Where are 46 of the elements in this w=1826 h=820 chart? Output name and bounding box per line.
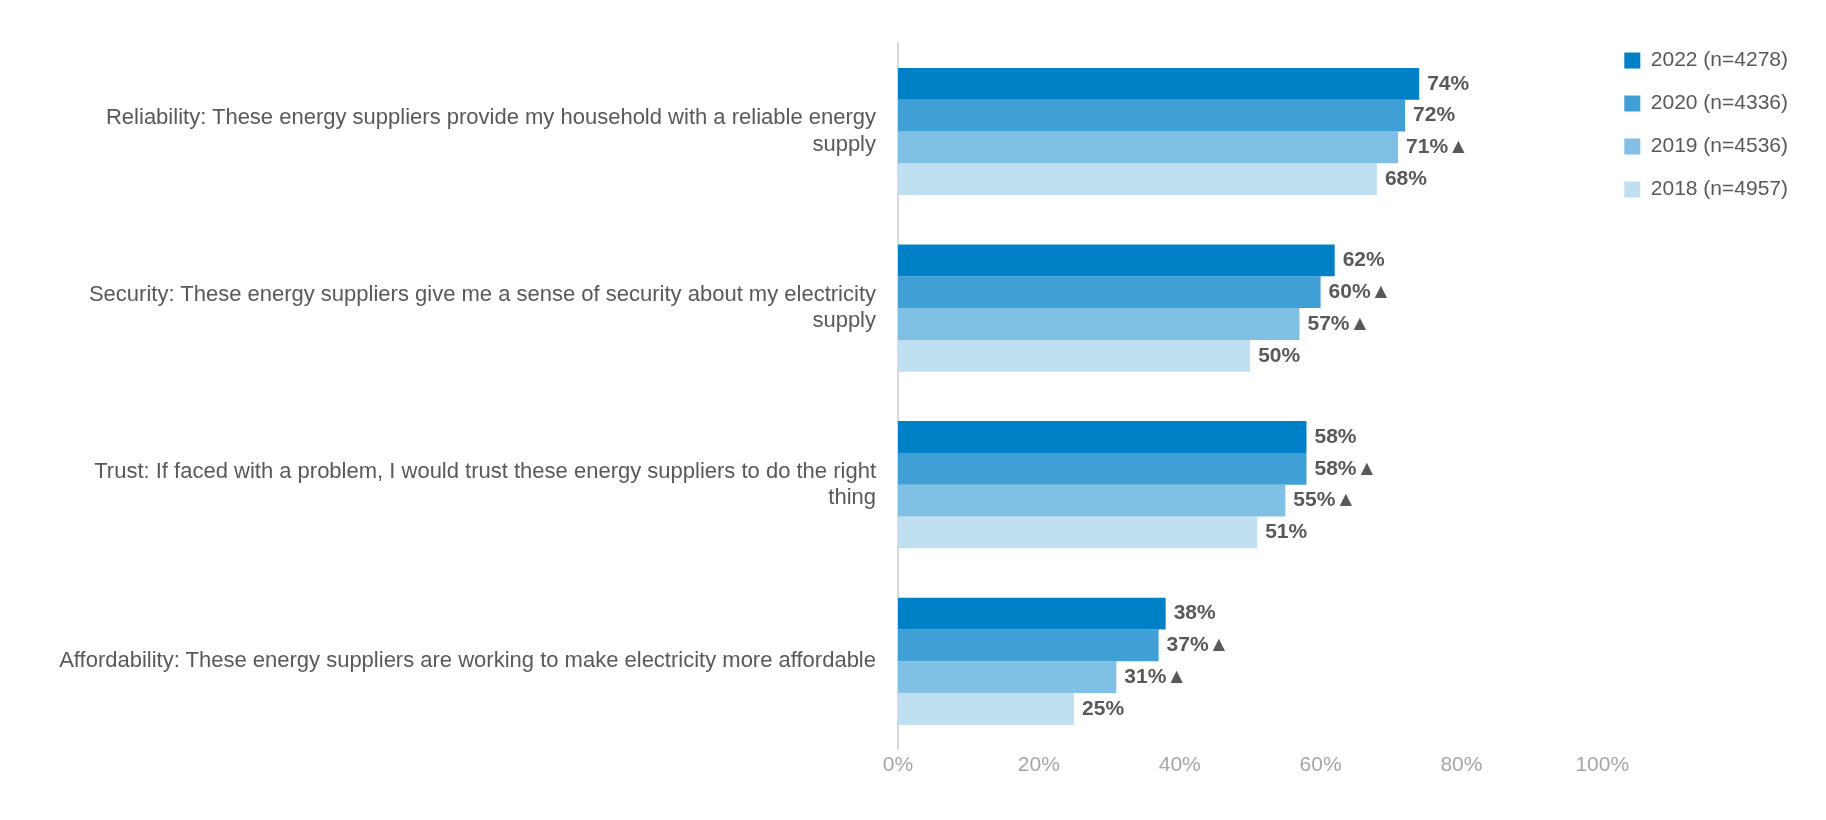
bar (898, 339, 1251, 372)
data-label: 57%▲ (1307, 310, 1371, 334)
data-label: 31%▲ (1124, 663, 1188, 687)
x-tick-label: 60% (1299, 752, 1342, 775)
y-tick-label: Trust: If faced with a problem, I would trust these energy suppliers to do the right thing (94, 457, 876, 509)
bar (898, 484, 1286, 517)
legend-label: 2019 (n=4536) (1650, 133, 1789, 157)
x-tick-label: 40% (1158, 752, 1201, 775)
x-tick-label: 80% (1440, 752, 1483, 775)
data-label: 68% (1384, 165, 1428, 189)
data-label: 60%▲ (1328, 279, 1392, 302)
bar (898, 67, 1420, 100)
data-label: 25% (1082, 695, 1125, 719)
bar (898, 163, 1377, 196)
bar (898, 597, 1166, 630)
bar (898, 629, 1159, 662)
data-label: 38% (1173, 600, 1216, 624)
data-label: 58% (1314, 423, 1357, 447)
data-label: 71%▲ (1406, 134, 1469, 158)
legend-label: 2022 (n=4278) (1650, 47, 1789, 71)
data-label: 55%▲ (1293, 487, 1357, 511)
bar (898, 99, 1406, 132)
bar (898, 131, 1399, 164)
x-tick-label: 100% (1575, 752, 1630, 775)
bar (898, 452, 1307, 485)
bar (898, 276, 1321, 309)
x-tick-label: 20% (1017, 752, 1060, 775)
data-label: 50% (1258, 342, 1301, 366)
legend-label: 2018 (n=4957) (1650, 176, 1789, 200)
data-label: 58%▲ (1314, 455, 1378, 479)
x-tick-label: 0% (882, 752, 914, 775)
y-tick-label: Reliability: These energy suppliers provide my household with a reliable energy supply (105, 104, 876, 156)
y-tick-label: Affordability: These energy suppliers are working to make electricity more affordable (59, 647, 876, 673)
y-tick-label: Security: These energy suppliers give me a sense of security about my electricity supply (88, 280, 876, 333)
bar (898, 516, 1258, 549)
data-label: 74% (1427, 70, 1470, 94)
data-label: 37%▲ (1166, 632, 1230, 656)
data-label: 51% (1265, 519, 1308, 543)
bar (898, 244, 1335, 277)
data-label: 72% (1413, 102, 1456, 126)
data-label: 62% (1342, 247, 1386, 271)
bar (898, 661, 1117, 694)
bar (898, 308, 1300, 340)
bar (898, 693, 1075, 725)
legend-label: 2020 (n=4336) (1650, 90, 1789, 114)
bar (898, 421, 1307, 453)
